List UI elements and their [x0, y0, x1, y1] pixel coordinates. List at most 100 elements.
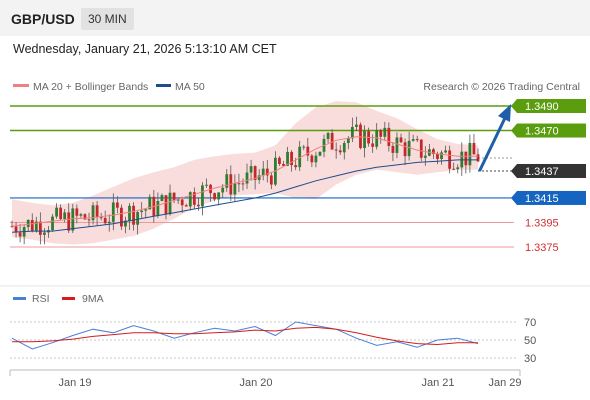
candle-body	[359, 124, 362, 149]
candle-body	[63, 212, 67, 220]
candle-body	[184, 205, 188, 207]
candle-body	[107, 221, 111, 224]
candle-body	[318, 151, 322, 156]
candle-body	[444, 150, 447, 153]
candle-body	[83, 214, 87, 220]
candle-body	[192, 192, 196, 205]
candle-body	[286, 151, 289, 166]
rsi-ma-legend-swatch	[62, 297, 75, 300]
candle-body	[375, 130, 379, 147]
rsi-ma-line	[12, 326, 478, 346]
candle-body	[269, 175, 273, 185]
candle-body	[221, 187, 225, 193]
candle-body	[18, 232, 22, 237]
candle-body	[164, 195, 168, 215]
x-tick-jan19: Jan 19	[58, 377, 91, 389]
last-price-label-box	[517, 163, 586, 178]
candle-body	[132, 205, 135, 225]
candle-body	[87, 219, 91, 221]
candle-body	[436, 154, 439, 159]
resistance-label-13490: 1.3490	[525, 101, 559, 113]
rsi-legend-label: RSI	[32, 293, 50, 305]
candle-body	[217, 192, 221, 200]
candle-body	[330, 132, 334, 150]
candle-body	[213, 193, 217, 200]
ma20-legend-swatch	[13, 84, 29, 87]
last-price-label-pointer	[511, 163, 517, 178]
candle-body	[314, 155, 318, 163]
candle-body	[334, 149, 338, 151]
candle-body	[111, 202, 115, 222]
timeframe-badge[interactable]: 30 MIN	[81, 8, 134, 30]
candle-body	[306, 146, 310, 156]
ma50-legend-swatch	[156, 84, 171, 87]
candle-body	[55, 207, 58, 217]
candle-body	[205, 184, 208, 186]
candle-body	[379, 130, 383, 137]
candle-body	[51, 216, 54, 231]
candle-body	[261, 168, 265, 176]
candle-body	[233, 183, 237, 195]
target-label-13375: 1.3375	[525, 242, 559, 254]
x-tick-jan29: Jan 29	[488, 377, 521, 389]
candle-body	[282, 164, 285, 166]
candle-body	[302, 146, 306, 148]
target-label-13395: 1.3395	[525, 217, 559, 229]
candle-body	[91, 205, 95, 221]
rsi-y-tick-70: 70	[524, 317, 536, 329]
candle-body	[355, 124, 358, 127]
support-label-pointer-13415	[511, 190, 517, 205]
candle-body	[440, 152, 443, 159]
candle-body	[148, 196, 152, 210]
candle-body	[387, 127, 391, 146]
currency-pair: GBP/USD	[11, 11, 75, 27]
candle-body	[257, 175, 261, 180]
candle-body	[346, 138, 350, 144]
candle-body	[168, 192, 172, 215]
candle-body	[67, 212, 71, 231]
candle-body	[249, 166, 253, 173]
candle-body	[124, 220, 127, 227]
candle-body	[10, 226, 14, 228]
candle-body	[99, 217, 103, 219]
candle-body	[59, 207, 63, 220]
candle-body	[468, 142, 472, 166]
candle-body	[253, 166, 257, 180]
bollinger-band-area	[12, 101, 478, 245]
candle-body	[103, 217, 107, 224]
candle-body	[225, 174, 229, 188]
candle-body	[432, 149, 435, 155]
candle-body	[237, 183, 241, 185]
candle-body	[338, 150, 342, 153]
candle-body	[201, 185, 204, 207]
candle-body	[140, 210, 144, 213]
candle-body	[75, 208, 79, 216]
candle-body	[419, 139, 423, 158]
candle-body	[95, 205, 99, 218]
candle-body	[71, 208, 75, 231]
candle-body	[472, 142, 476, 155]
resistance-label-pointer-13470	[511, 123, 517, 138]
candle-body	[172, 192, 176, 201]
resistance-label-box-13490	[517, 99, 586, 113]
candle-body	[383, 127, 387, 137]
rsi-line	[11, 321, 479, 350]
chart-header: GBP/USD 30 MIN	[0, 0, 590, 36]
candle-body	[407, 140, 411, 157]
x-tick-jan20: Jan 20	[239, 377, 272, 389]
candle-body	[294, 165, 298, 168]
candle-body	[363, 131, 366, 149]
ma20-legend-label: MA 20 + Bollinger Bands	[33, 81, 148, 93]
candle-body	[188, 192, 192, 207]
candle-body	[160, 195, 164, 201]
candle-body	[278, 157, 281, 165]
candle-body	[403, 142, 407, 157]
candle-body	[128, 205, 131, 221]
candle-body	[38, 221, 42, 235]
candle-body	[197, 204, 200, 207]
candle-body	[245, 172, 249, 184]
candle-body	[415, 139, 419, 141]
candle-body	[298, 146, 302, 168]
candle-body	[399, 137, 403, 143]
candle-body	[391, 145, 395, 153]
